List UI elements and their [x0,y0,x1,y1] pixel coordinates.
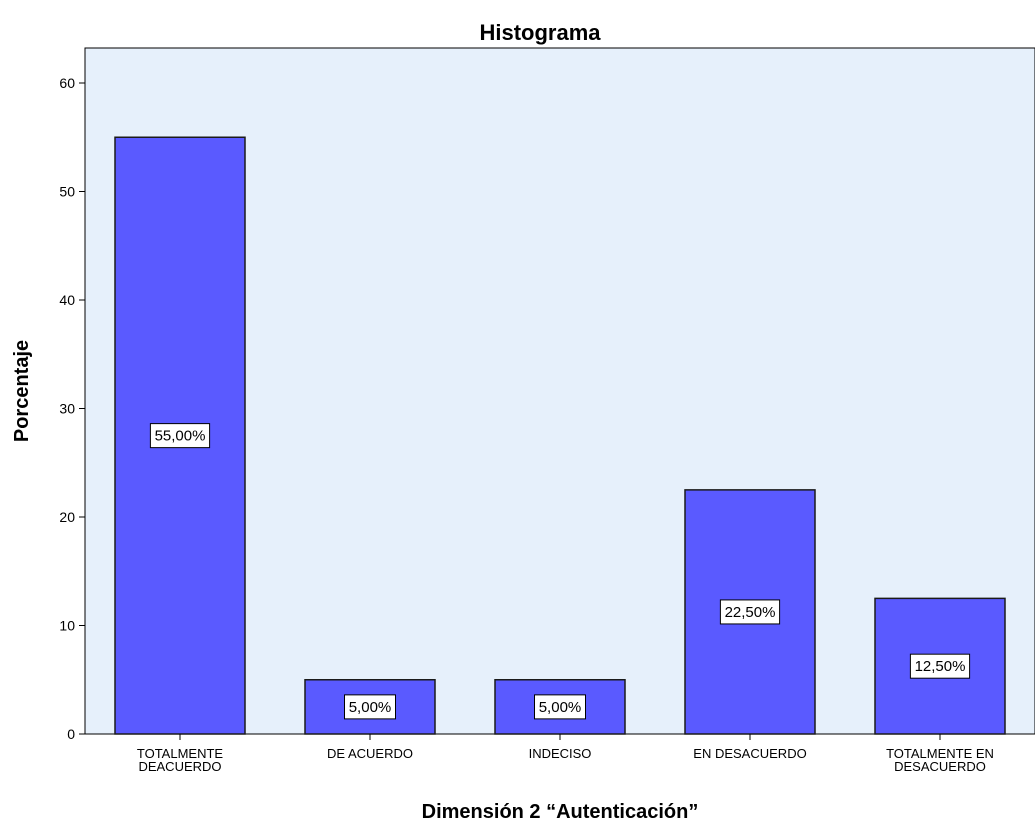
data-label-box-2 [534,694,586,720]
data-label-1: 5,00% [349,699,392,716]
data-label-4: 12,50% [915,658,966,675]
y-tick-label-3: 30 [59,401,75,417]
data-label-box-1 [344,694,396,720]
data-label-box-4 [909,653,971,679]
y-axis: 0 10 20 30 40 50 60 [59,75,85,742]
y-tick-label-6: 60 [59,75,75,91]
data-label-2: 5,00% [539,699,582,716]
data-label-box-3 [719,599,781,625]
category-label-0: TOTALMENTE DEACUERDO [137,746,224,774]
chart-title: Histograma [479,20,601,45]
data-label-box-0 [149,423,211,449]
category-label-2: INDECISO [529,746,592,761]
y-tick-label-1: 10 [59,618,75,634]
y-tick-label-2: 20 [59,509,75,525]
y-axis-title: Porcentaje [11,340,33,442]
bars-group: 55,00% 5,00% 5,00% 22,50% 12,50% [114,136,1006,735]
x-axis-title: Dimensión 2 “Autenticación” [422,801,699,823]
y-tick-label-4: 40 [59,292,75,308]
y-tick-label-5: 50 [59,184,75,200]
x-axis: TOTALMENTE DEACUERDO DE ACUERDO INDECISO EN … [137,734,994,774]
category-label-1: DE ACUERDO [327,746,413,761]
category-label-3: EN DESACUERDO [693,746,806,761]
y-tick-label-0: 0 [67,726,75,742]
data-label-3: 22,50% [725,604,776,621]
category-label-4: TOTALMENTE EN DESACUERDO [886,746,994,774]
data-label-0: 55,00% [155,428,206,445]
